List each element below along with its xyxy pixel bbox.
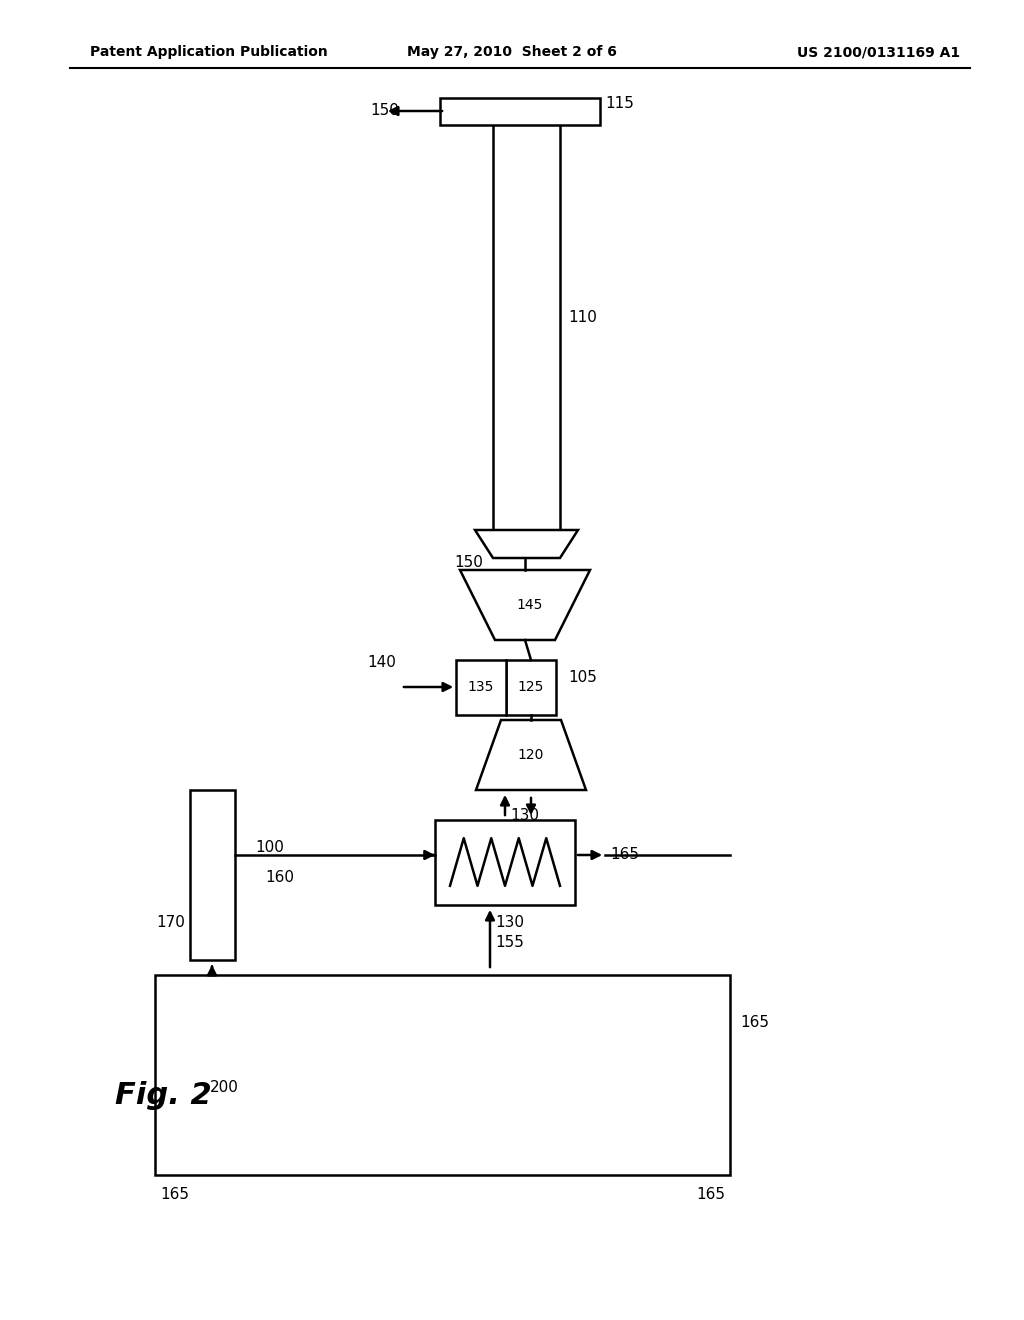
Text: 135: 135 [468, 680, 495, 694]
Text: 150: 150 [370, 103, 399, 117]
Text: 120: 120 [518, 748, 544, 762]
Text: 125: 125 [518, 680, 544, 694]
Bar [493, 110, 560, 531]
Text: 155: 155 [495, 935, 524, 950]
Polygon shape [460, 570, 590, 640]
Text: May 27, 2010  Sheet 2 of 6: May 27, 2010 Sheet 2 of 6 [408, 45, 616, 59]
Text: 165: 165 [696, 1187, 725, 1203]
Text: Fig. 2: Fig. 2 [115, 1081, 212, 1110]
Bar [440, 98, 600, 125]
Polygon shape [476, 719, 586, 789]
Text: 165: 165 [610, 847, 639, 862]
Bar [190, 789, 234, 960]
Text: 160: 160 [265, 870, 294, 884]
Text: 140: 140 [368, 655, 396, 671]
Bar [155, 975, 730, 1175]
Text: US 2100/0131169 A1: US 2100/0131169 A1 [797, 45, 961, 59]
Text: 100: 100 [255, 840, 284, 855]
Bar [456, 660, 506, 715]
Text: Patent Application Publication: Patent Application Publication [90, 45, 328, 59]
Text: 170: 170 [156, 915, 185, 931]
Text: 145: 145 [517, 598, 543, 612]
Text: 200: 200 [210, 1080, 239, 1096]
Text: 165: 165 [740, 1015, 769, 1030]
Bar [506, 660, 556, 715]
Polygon shape [475, 531, 578, 558]
Text: 110: 110 [568, 310, 597, 325]
Text: 105: 105 [568, 671, 597, 685]
Text: 150: 150 [454, 554, 483, 570]
Bar [435, 820, 575, 906]
Text: 130: 130 [510, 808, 539, 822]
Text: 115: 115 [605, 96, 634, 111]
Text: 165: 165 [160, 1187, 189, 1203]
Text: 130: 130 [495, 915, 524, 931]
